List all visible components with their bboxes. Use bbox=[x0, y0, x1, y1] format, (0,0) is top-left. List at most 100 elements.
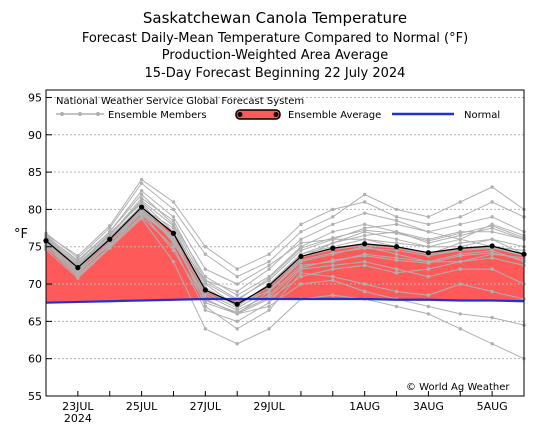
ensemble-member-point bbox=[235, 274, 239, 279]
legend-members-marker bbox=[96, 112, 100, 116]
ensemble-member-point bbox=[426, 230, 431, 234]
legend-average-marker bbox=[273, 112, 279, 117]
ensemble-member-point bbox=[203, 267, 208, 271]
ensemble-member-point bbox=[331, 293, 335, 297]
ensemble-average-point bbox=[298, 253, 304, 260]
ensemble-member-point bbox=[458, 259, 462, 264]
ensemble-average-point bbox=[139, 204, 145, 210]
ensemble-member-point bbox=[362, 192, 367, 197]
ensemble-member-point bbox=[331, 230, 335, 234]
ensemble-member-point bbox=[490, 185, 494, 189]
ensemble-member-point bbox=[458, 253, 462, 258]
ensemble-member-point bbox=[171, 236, 176, 240]
ensemble-member-point bbox=[362, 282, 367, 286]
legend-average-swatch bbox=[235, 109, 281, 120]
ensemble-member-point bbox=[362, 259, 367, 264]
ensemble-member-point bbox=[458, 215, 462, 219]
ensemble-member-line bbox=[45, 214, 525, 330]
ensemble-member-point bbox=[76, 258, 80, 262]
ensemble-member-line bbox=[45, 211, 525, 313]
ensemble-member-point bbox=[331, 274, 335, 279]
ensemble-member-point bbox=[299, 246, 303, 250]
ensemble-member-point bbox=[426, 312, 431, 316]
ensemble-member-point bbox=[108, 233, 112, 237]
ensemble-member-line bbox=[45, 204, 525, 311]
ensemble-member-point bbox=[267, 301, 271, 305]
ensemble-member-point bbox=[299, 265, 303, 270]
ensemble-member-point bbox=[362, 263, 367, 268]
ensemble-member-point bbox=[267, 288, 271, 292]
ensemble-average-point bbox=[362, 241, 368, 247]
y-tick-label: 70 bbox=[28, 278, 42, 291]
ensemble-member-line bbox=[45, 199, 525, 302]
x-tick-label: 5AUG bbox=[477, 400, 508, 413]
ensemble-member-point bbox=[171, 207, 176, 212]
y-tick-label: 95 bbox=[28, 91, 42, 104]
ensemble-member-point bbox=[490, 315, 494, 320]
ensemble-member-point bbox=[458, 237, 462, 241]
y-tick-label: 60 bbox=[28, 353, 42, 366]
ensemble-member-point bbox=[267, 252, 271, 256]
ensemble-member-point bbox=[331, 222, 335, 227]
ensemble-member-point bbox=[394, 207, 399, 212]
ensemble-member-point bbox=[235, 310, 239, 315]
ensemble-member-point bbox=[458, 327, 462, 331]
chart-subtitle-3: 15-Day Forecast Beginning 22 July 2024 bbox=[145, 66, 406, 81]
ensemble-member-point bbox=[394, 222, 399, 227]
ensemble-member-point bbox=[76, 262, 80, 266]
y-tick-label: 55 bbox=[28, 390, 42, 403]
ensemble-member-point bbox=[267, 327, 271, 331]
ensemble-member-point bbox=[490, 251, 494, 255]
ensemble-member-point bbox=[362, 253, 367, 258]
ensemble-member-point bbox=[394, 237, 399, 241]
ensemble-member-point bbox=[394, 231, 399, 235]
ensemble-average-point bbox=[393, 244, 400, 250]
ensemble-member-point bbox=[394, 218, 399, 223]
ensemble-member-line bbox=[45, 178, 525, 270]
ensemble-member-point bbox=[139, 198, 144, 203]
ensemble-member-point bbox=[394, 241, 399, 245]
ensemble-member-point bbox=[426, 245, 431, 249]
ensemble-member-point bbox=[139, 177, 144, 182]
ensemble-member-point bbox=[267, 276, 271, 280]
ensemble-member-point bbox=[76, 271, 80, 276]
legend: National Weather Service Global Forecast… bbox=[56, 96, 500, 121]
ensemble-member-point bbox=[458, 282, 462, 286]
ensemble-member-point bbox=[490, 237, 494, 241]
ensemble-member-point bbox=[108, 242, 112, 246]
ensemble-average-point bbox=[75, 265, 81, 271]
legend-members-marker bbox=[60, 112, 64, 116]
legend-members-label: Ensemble Members bbox=[108, 110, 207, 121]
chart-subtitle-2: Production-Weighted Area Average bbox=[162, 48, 388, 63]
plot-area bbox=[43, 96, 527, 361]
ensemble-member-point bbox=[171, 248, 176, 253]
ensemble-average-point bbox=[202, 287, 208, 293]
plot-frame bbox=[45, 89, 525, 397]
ensemble-average-point bbox=[266, 282, 272, 289]
chart-title: Saskatchewan Canola Temperature bbox=[143, 9, 407, 27]
ensemble-member-point bbox=[362, 228, 367, 233]
ensemble-member-point bbox=[331, 241, 335, 245]
ensemble-member-point bbox=[171, 218, 176, 223]
ensemble-member-point bbox=[235, 282, 239, 286]
ensemble-member-point bbox=[458, 231, 462, 235]
ensemble-average-point bbox=[107, 236, 113, 242]
ensemble-member-point bbox=[394, 252, 399, 256]
ensemble-member-point bbox=[331, 258, 335, 262]
ensemble-member-point bbox=[299, 237, 303, 241]
ensemble-member-point bbox=[331, 267, 335, 271]
ensemble-member-point bbox=[331, 263, 335, 268]
ensemble-member-point bbox=[394, 271, 399, 275]
chart-subtitle-1: Forecast Daily-Mean Temperature Compared… bbox=[82, 31, 468, 46]
ensemble-member-line bbox=[45, 190, 525, 285]
ensemble-member-line bbox=[45, 197, 525, 300]
ensemble-member-point bbox=[235, 289, 239, 294]
y-tick-label: 90 bbox=[28, 129, 42, 142]
ensemble-member-point bbox=[331, 215, 335, 219]
ensemble-member-point bbox=[299, 274, 303, 279]
ensemble-average-point bbox=[330, 245, 336, 251]
ensemble-member-point bbox=[426, 239, 431, 243]
y-tick-label: 85 bbox=[28, 166, 42, 179]
ensemble-member-point bbox=[139, 201, 144, 206]
